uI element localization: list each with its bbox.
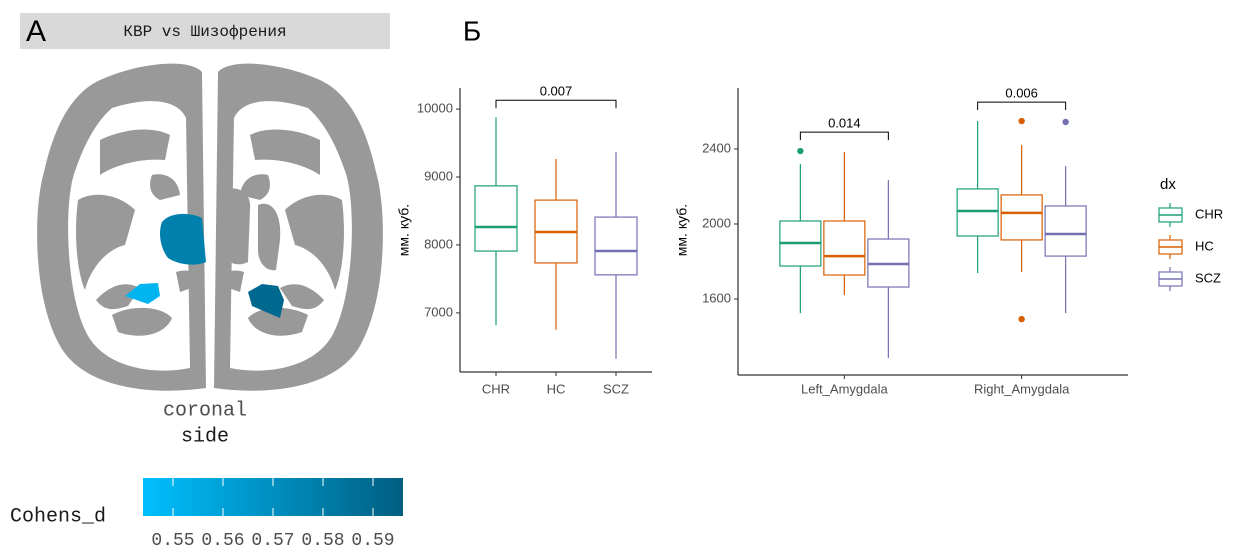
box bbox=[956, 121, 999, 273]
significance-label: 0.007 bbox=[540, 84, 573, 99]
box bbox=[867, 179, 910, 359]
legend-item: SCZ bbox=[1158, 267, 1221, 291]
box bbox=[1000, 117, 1043, 323]
y-tick-label: 10000 bbox=[417, 100, 453, 115]
legend-title: dx bbox=[1160, 176, 1176, 193]
box bbox=[779, 147, 822, 314]
brain-title: КВР vs Шизофрения bbox=[123, 23, 286, 41]
box-body bbox=[1000, 194, 1043, 241]
x-tick-label: Right_Amygdala bbox=[974, 381, 1070, 396]
colorbar-tick-label: 0.57 bbox=[251, 531, 294, 548]
y-axis-label: мм. куб. bbox=[396, 204, 412, 256]
y-tick-label: 8000 bbox=[424, 236, 453, 251]
box-body bbox=[1044, 205, 1087, 257]
y-tick-label: 7000 bbox=[424, 304, 453, 319]
x-tick-label: Left_Amygdala bbox=[801, 381, 888, 396]
panel-label: A bbox=[26, 15, 46, 48]
legend-label: CHR bbox=[1195, 206, 1223, 221]
y-tick-label: 2400 bbox=[702, 140, 731, 155]
legend-item: HC bbox=[1158, 235, 1214, 259]
brain-map bbox=[37, 63, 383, 391]
legend-label: SCZ bbox=[1195, 270, 1221, 285]
brain-region bbox=[125, 283, 160, 304]
significance-bracket bbox=[977, 101, 1067, 111]
legend-label: HC bbox=[1195, 238, 1214, 253]
box bbox=[1044, 118, 1087, 314]
outlier bbox=[1018, 315, 1025, 323]
y-tick-label: 1600 bbox=[702, 290, 731, 305]
box bbox=[823, 151, 866, 296]
box bbox=[594, 151, 638, 359]
colorbar-tick-label: 0.58 bbox=[301, 531, 344, 548]
box-body bbox=[956, 188, 999, 237]
box bbox=[534, 159, 578, 330]
view-label: side bbox=[181, 425, 229, 448]
colorbar-title: Cohens_d bbox=[10, 505, 106, 528]
significance-label: 0.014 bbox=[828, 116, 861, 131]
outlier bbox=[797, 147, 804, 155]
y-axis-label: мм. куб. bbox=[674, 204, 690, 256]
colorbar-tick-label: 0.55 bbox=[151, 531, 194, 548]
legend-item: CHR bbox=[1158, 203, 1223, 227]
x-tick-label: SCZ bbox=[603, 381, 629, 396]
panel-label: Б bbox=[463, 15, 481, 46]
y-tick-label: 2000 bbox=[702, 215, 731, 230]
significance-bracket bbox=[799, 131, 889, 141]
brain-region bbox=[248, 284, 284, 318]
y-tick-label: 9000 bbox=[424, 168, 453, 183]
outlier bbox=[1018, 117, 1025, 125]
box-body bbox=[823, 220, 866, 276]
box-body bbox=[594, 216, 638, 276]
x-tick-label: CHR bbox=[482, 381, 510, 396]
significance-bracket bbox=[495, 99, 617, 109]
outlier bbox=[1062, 118, 1069, 126]
title-strip bbox=[20, 13, 390, 49]
colorbar-tick-label: 0.59 bbox=[351, 531, 394, 548]
significance-label: 0.006 bbox=[1005, 86, 1038, 101]
colorbar-tick-label: 0.56 bbox=[201, 531, 244, 548]
brain-region bbox=[160, 213, 206, 265]
box-body bbox=[474, 185, 518, 252]
hemisphere bbox=[37, 63, 206, 391]
view-label: coronal bbox=[163, 399, 247, 422]
box bbox=[474, 117, 518, 326]
x-tick-label: HC bbox=[547, 381, 566, 396]
